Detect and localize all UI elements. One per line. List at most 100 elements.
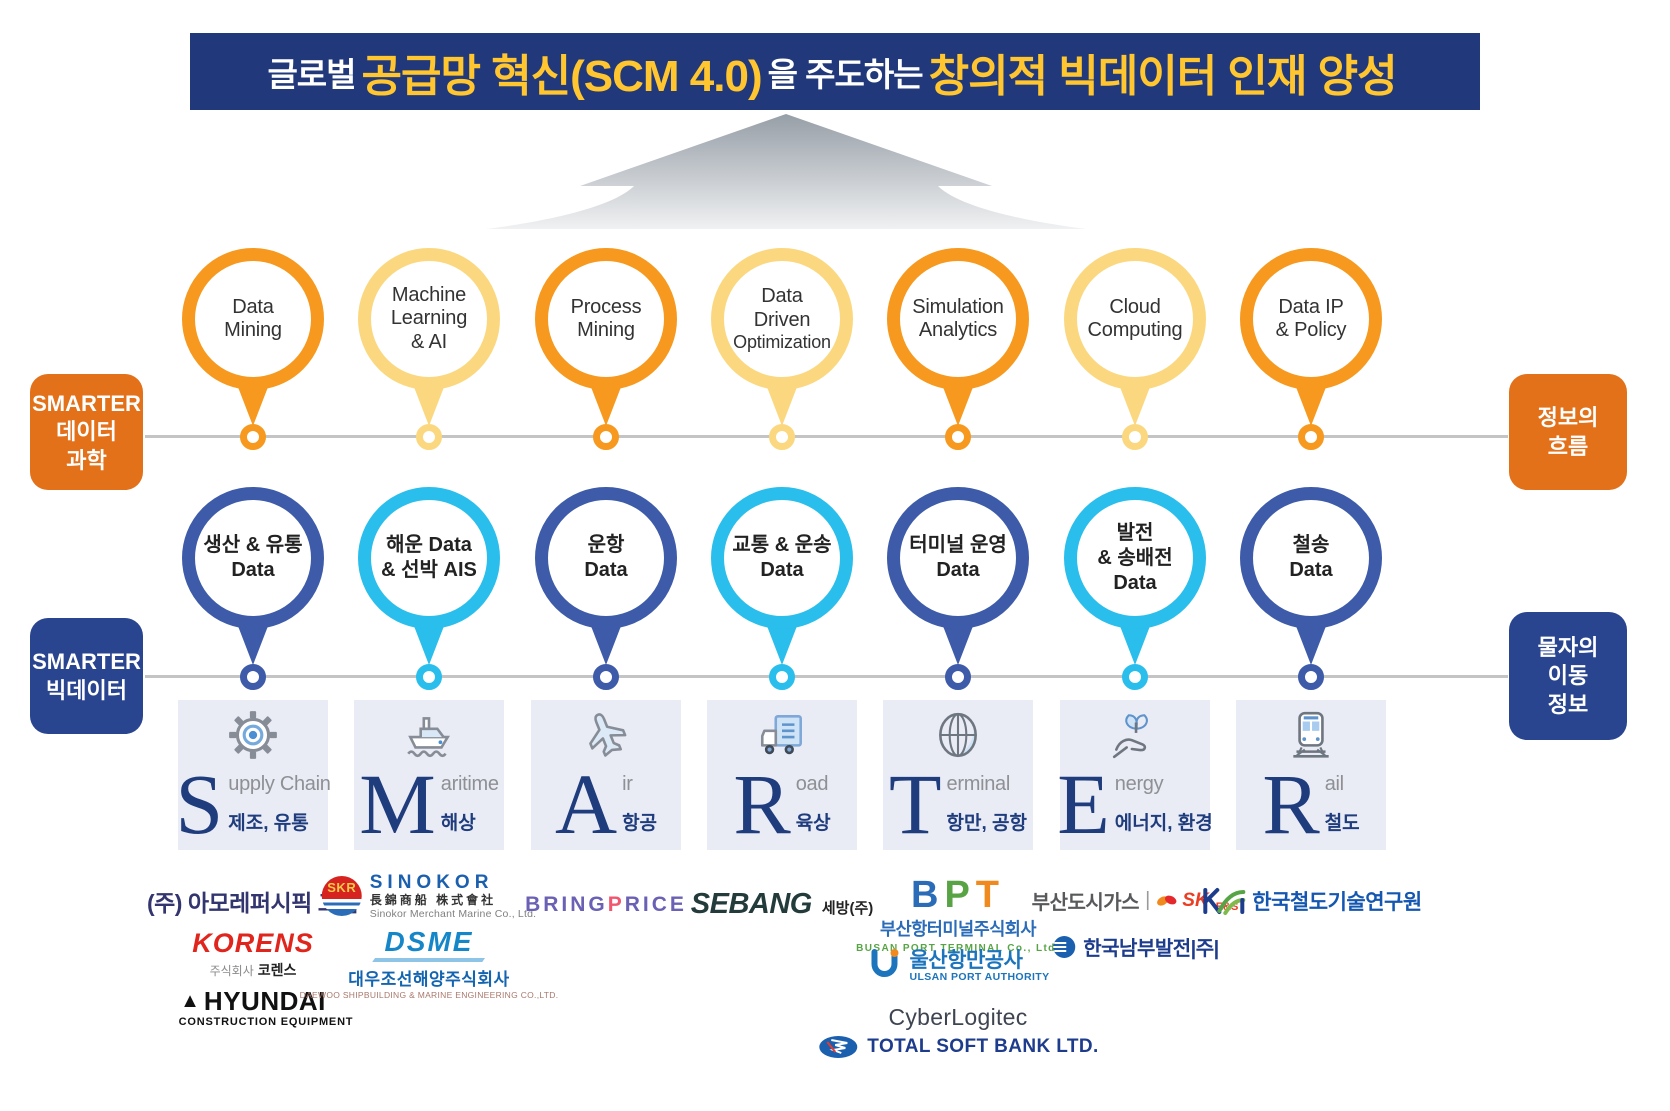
gear-icon bbox=[229, 711, 277, 759]
sector-name-en: erminal bbox=[946, 773, 1011, 796]
pin-label: Data bbox=[761, 285, 803, 308]
sector-name-ko: 제조, 유통 bbox=[228, 813, 309, 835]
pin-label: & AI bbox=[411, 330, 447, 353]
pin-label: 운항 bbox=[587, 534, 625, 556]
sebang-korean: 세방(주) bbox=[821, 900, 874, 917]
logo-cyberlogitec: CyberLogitec bbox=[888, 1004, 1028, 1030]
logo-sebang: SEBANG 세방(주) bbox=[691, 888, 873, 921]
pin-flight-data: 운항 Data bbox=[535, 487, 677, 665]
bpt-letter: T bbox=[975, 874, 1006, 916]
banner-text-yellow-2: 창의적 빅데이터 인재 양성 bbox=[928, 51, 1398, 101]
title-banner: 글로벌 공급망 혁신(SCM 4.0) 을 주도하는 창의적 빅데이터 인재 양… bbox=[190, 33, 1480, 110]
sector-letter: S bbox=[175, 756, 224, 853]
pin-label: 해운 Data bbox=[386, 534, 472, 556]
kospo-globe-icon bbox=[1053, 935, 1076, 958]
dsme-en-text: DAEWOO SHIPBUILDING & MARINE ENGINEERING… bbox=[299, 990, 559, 1000]
kospo-wordmark: 한국남부발전|주| bbox=[1083, 938, 1219, 960]
pin-label: Optimization bbox=[733, 331, 831, 352]
ship-icon bbox=[407, 717, 450, 758]
pin-production-distribution-data: 생산 & 유통 Data bbox=[182, 487, 324, 665]
pin-label: Mining bbox=[577, 319, 635, 341]
pin-label: Mining bbox=[224, 319, 282, 341]
pin-label: 발전 bbox=[1116, 521, 1154, 544]
logo-hyundai-ce: ▲ HYUNDAI CONSTRUCTION EQUIPMENT bbox=[153, 988, 354, 1028]
logo-busan-city-gas-sk: 부산도시가스 | SK E&S bbox=[1032, 886, 1239, 915]
banner-text-white-2: 을 주도하는 bbox=[767, 55, 924, 93]
pin-label: Simulation bbox=[912, 295, 1004, 318]
pin-label: Data bbox=[760, 559, 804, 581]
label-smarter-data-science: SMARTER 데이터 과학 bbox=[30, 374, 143, 490]
label-line: 과학 bbox=[66, 447, 107, 473]
pin-label: Analytics bbox=[918, 319, 998, 341]
ulsan-u-icon bbox=[871, 949, 899, 977]
pin-label: Data bbox=[1113, 571, 1157, 594]
sector-letter: M bbox=[359, 756, 436, 853]
ulsan-korean-name: 울산항만공사 bbox=[909, 948, 1023, 972]
bringprice-part-pink: P bbox=[607, 893, 625, 916]
truck-icon bbox=[760, 715, 802, 755]
pin-label: Data bbox=[232, 295, 274, 318]
bpt-letter: P bbox=[944, 874, 976, 916]
sector-name-ko: 해상 bbox=[440, 813, 476, 835]
train-icon bbox=[1293, 711, 1329, 758]
timeline-dot bbox=[593, 664, 619, 690]
logo-sinokor: SKR SINOKOR 長錦商船 株式會社 Sinokor Merchant M… bbox=[321, 872, 537, 920]
pin-label: & 송배전 bbox=[1097, 546, 1173, 569]
dsme-swoosh bbox=[372, 958, 486, 962]
pin-label: Data bbox=[231, 559, 275, 581]
sector-letter: R bbox=[733, 756, 791, 853]
pin-rail-transport-data: 철송 Data bbox=[1240, 487, 1382, 665]
timeline-dot bbox=[416, 664, 442, 690]
korens-subtext-bold: 코렌스 bbox=[257, 962, 297, 978]
pin-label: & 선박 AIS bbox=[381, 559, 477, 581]
timeline-dot bbox=[240, 424, 266, 450]
sector-letter: E bbox=[1057, 756, 1110, 853]
timeline-dot bbox=[769, 664, 795, 690]
tsb-ellipse-icon bbox=[819, 1036, 858, 1058]
krri-mark-icon bbox=[1203, 888, 1246, 915]
pin-label: 생산 & 유통 bbox=[203, 534, 303, 556]
sector-name-ko: 항공 bbox=[622, 813, 658, 835]
timeline-dot bbox=[593, 424, 619, 450]
pin-terminal-operation-data: 터미널 운영 Data bbox=[887, 487, 1029, 665]
pin-machine-learning-ai: Machine Learning & AI bbox=[358, 248, 500, 426]
info-flow-line bbox=[145, 435, 1508, 438]
label-line: 정보 bbox=[1547, 691, 1589, 717]
sector-name-en: oad bbox=[795, 773, 829, 796]
skr-text: SKR bbox=[327, 879, 357, 895]
pin-traffic-transport-data: 교통 & 운송 Data bbox=[711, 487, 853, 665]
dsme-korean-name: 대우조선해양주식회사 bbox=[348, 970, 510, 989]
sector-letter: A bbox=[554, 756, 618, 853]
pin-label: Data bbox=[584, 559, 628, 581]
label-goods-movement: 물자의 이동 정보 bbox=[1509, 612, 1627, 740]
pin-label: Cloud bbox=[1109, 295, 1161, 318]
logo-dsme: DSME 대우조선해양주식회사 DAEWOO SHIPBUILDING & MA… bbox=[299, 928, 559, 1001]
sector-name-ko: 철도 bbox=[1324, 813, 1360, 835]
sinokor-cjk-text: 長錦商船 株式會社 bbox=[369, 892, 497, 907]
bpt-korean-name: 부산항터미널주식회사 bbox=[880, 919, 1036, 939]
pin-label: Learning bbox=[390, 307, 468, 330]
sprout-hand-icon bbox=[1112, 714, 1148, 759]
sector-energy: E nergy 에너지, 환경 bbox=[1057, 700, 1213, 853]
sector-name-ko: 항만, 공항 bbox=[946, 813, 1028, 835]
pin-cloud-computing: Cloud Computing bbox=[1064, 248, 1206, 426]
logo-divider: | bbox=[1145, 889, 1151, 911]
pin-label: Data bbox=[936, 559, 980, 581]
busan-gas-wordmark: 부산도시가스 bbox=[1031, 892, 1140, 914]
sector-terminal: T erminal 항만, 공항 bbox=[883, 700, 1033, 850]
label-line: 물자의 bbox=[1537, 635, 1599, 661]
pin-label: Data bbox=[1289, 559, 1333, 581]
plane-icon bbox=[589, 713, 627, 757]
label-line: 정보의 bbox=[1537, 405, 1599, 431]
pin-data-driven-optimization: Data Driven Optimization bbox=[711, 248, 853, 426]
logo-bringprice: BRINGPRICE bbox=[525, 893, 687, 917]
timeline-dot bbox=[1298, 424, 1324, 450]
sk-wordmark: SK bbox=[1182, 889, 1209, 911]
timeline-dot bbox=[945, 664, 971, 690]
timeline-dot bbox=[1122, 424, 1148, 450]
ulsan-en-text: ULSAN PORT AUTHORITY bbox=[909, 970, 1050, 983]
timeline-dot bbox=[945, 424, 971, 450]
tsb-wordmark: TOTAL SOFT BANK LTD. bbox=[867, 1036, 1099, 1057]
sector-letter: T bbox=[888, 756, 942, 853]
